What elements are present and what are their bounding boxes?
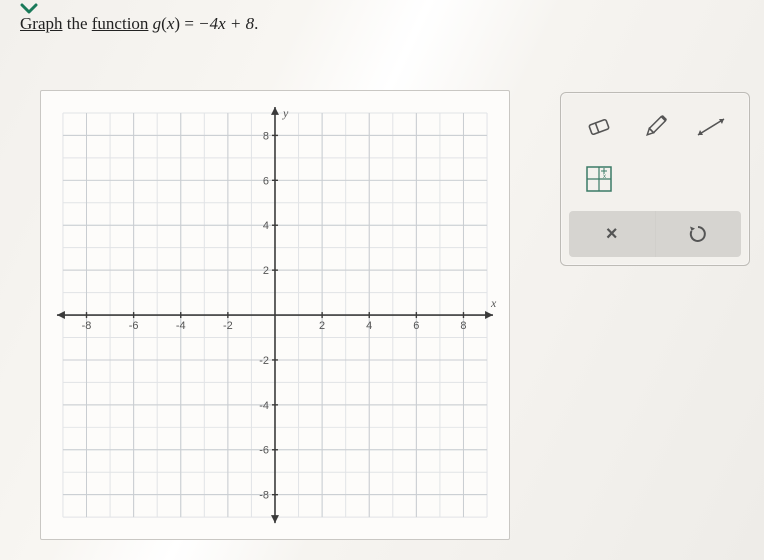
tool-row-1 (569, 101, 741, 153)
svg-text:4: 4 (366, 320, 372, 332)
point-grid-tool[interactable]: x (575, 159, 623, 199)
coordinate-grid[interactable]: -8 -6 -4 -2 2 4 6 8 -8 -6 -4 -2 2 4 6 8 x y (51, 101, 499, 529)
fn-rhs: −4x + 8 (198, 14, 254, 33)
close-icon: × (606, 223, 618, 246)
svg-text:-2: -2 (259, 355, 269, 367)
tool-row-2: x (569, 153, 741, 205)
tool-slot-empty-1 (631, 159, 679, 199)
eraser-icon (584, 115, 614, 139)
point-grid-icon: x (585, 165, 613, 193)
pencil-tool[interactable] (631, 107, 679, 147)
svg-text:x: x (490, 296, 497, 310)
eraser-tool[interactable] (575, 107, 623, 147)
svg-text:2: 2 (319, 320, 325, 332)
graph-panel: -8 -6 -4 -2 2 4 6 8 -8 -6 -4 -2 2 4 6 8 x y (40, 90, 510, 540)
svg-text:8: 8 (460, 320, 466, 332)
tool-slot-empty-2 (687, 159, 735, 199)
svg-text:x: x (603, 174, 606, 180)
pencil-icon (640, 114, 670, 140)
clear-button[interactable]: × (569, 211, 655, 257)
svg-text:-6: -6 (129, 320, 139, 332)
svg-text:-4: -4 (176, 320, 186, 332)
word-the: the (62, 14, 91, 33)
svg-text:6: 6 (263, 175, 269, 187)
undo-icon (688, 224, 708, 244)
svg-text:6: 6 (413, 320, 419, 332)
instruction-text: Graph the function g(x) = −4x + 8. (20, 14, 258, 34)
svg-text:y: y (282, 106, 289, 120)
action-bar: × (569, 211, 741, 257)
svg-text:-8: -8 (259, 490, 269, 502)
line-tool-icon (694, 115, 728, 139)
svg-text:4: 4 (263, 220, 269, 232)
line-tool[interactable] (687, 107, 735, 147)
collapse-chevron-icon[interactable] (20, 2, 38, 14)
svg-text:8: 8 (263, 130, 269, 142)
svg-text:-2: -2 (223, 320, 233, 332)
undo-button[interactable] (655, 211, 742, 257)
word-function: function (92, 14, 149, 33)
svg-text:-4: -4 (259, 400, 269, 412)
svg-text:2: 2 (263, 265, 269, 277)
svg-text:-8: -8 (82, 320, 92, 332)
word-graph: Graph (20, 14, 62, 33)
svg-text:-6: -6 (259, 445, 269, 457)
fn-name: g (153, 14, 162, 33)
tool-panel: x × (560, 92, 750, 266)
